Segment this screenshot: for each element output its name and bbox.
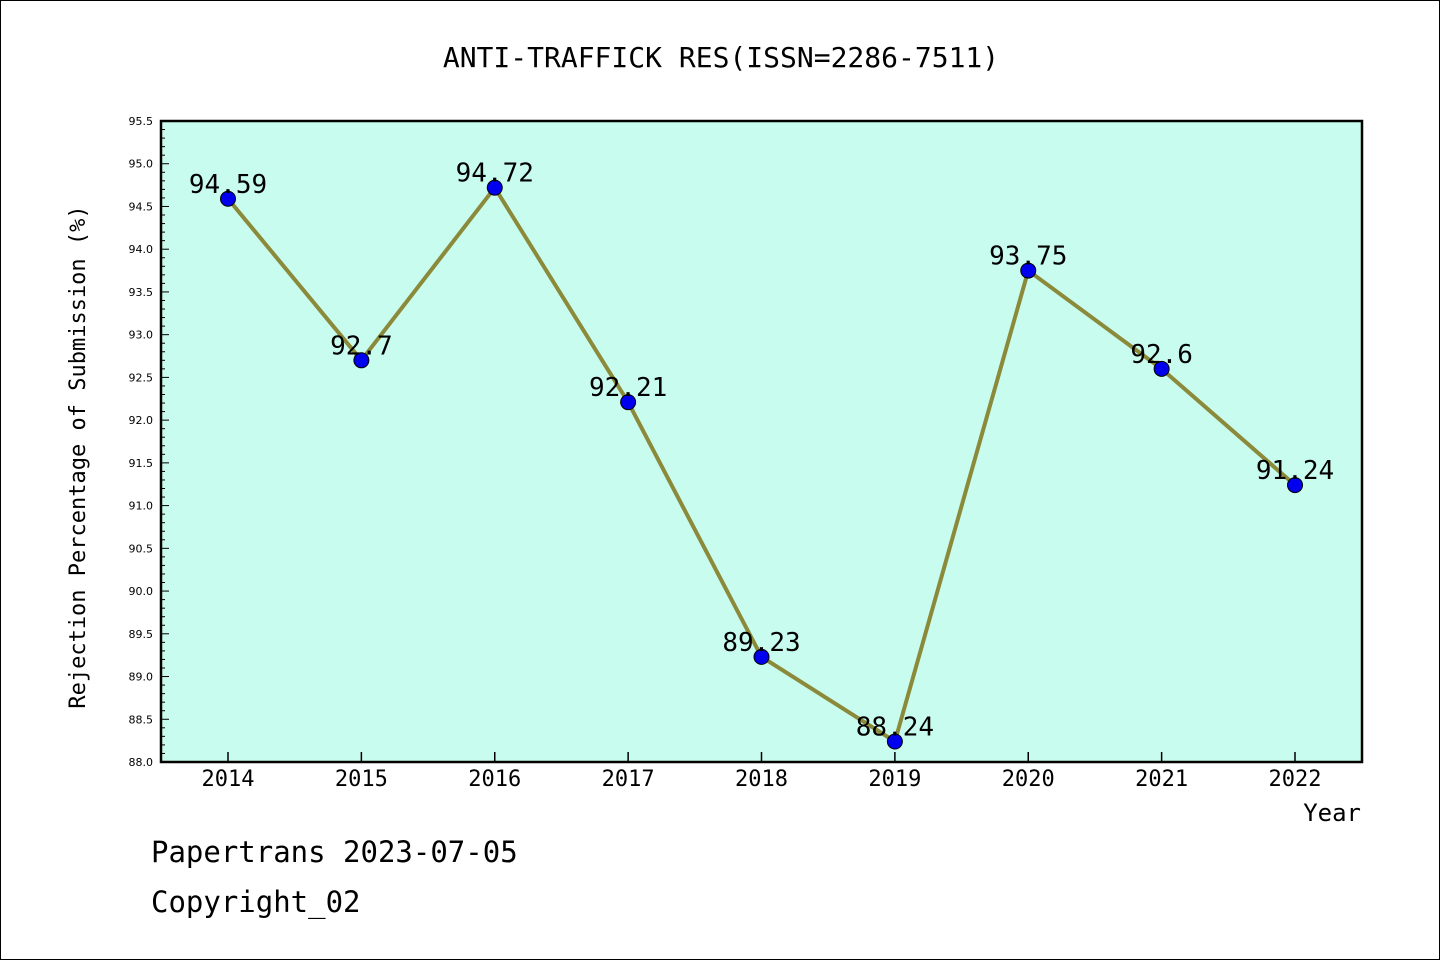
x-tick-label: 2015	[335, 767, 388, 792]
y-tick-label: 93.5	[129, 286, 154, 299]
x-axis-label: Year	[1303, 799, 1361, 827]
data-label: 93.75	[989, 242, 1067, 272]
x-tick-label: 2016	[468, 767, 521, 792]
x-tick-label: 2019	[868, 767, 921, 792]
x-tick-label: 2022	[1269, 767, 1322, 792]
data-point	[1020, 262, 1037, 279]
y-tick-label: 92.0	[129, 414, 154, 427]
data-point	[353, 352, 370, 369]
x-tick-label: 2020	[1002, 767, 1055, 792]
data-point	[753, 648, 770, 665]
data-label: 92.7	[330, 331, 393, 361]
data-point	[1153, 360, 1170, 377]
x-tick-label: 2014	[202, 767, 255, 792]
series-layer: 94.59 92.7 94.72 92.21 89.23 88.24 93.75 92.6 91…	[189, 159, 1334, 750]
data-label: 89.23	[722, 628, 800, 658]
source-note: Papertrans 2023-07-05	[151, 835, 518, 869]
data-point	[1287, 477, 1303, 494]
y-tick-label: 95.5	[129, 115, 154, 128]
data-point	[486, 179, 503, 196]
y-tick-label: 90.5	[129, 542, 154, 555]
y-tick-label: 89.5	[129, 628, 154, 641]
data-point	[886, 733, 903, 750]
x-axis: 2014 2015 2016 2017 2018 2019 2020 2021 2022	[202, 752, 1322, 792]
y-axis-label: Rejection Percentage of Submission (%)	[66, 205, 91, 708]
data-label: 94.59	[189, 170, 267, 200]
y-tick-label: 93.0	[129, 329, 154, 342]
y-axis: 88.0 88.5 89.0 89.5 90.0 90.5 91.0 91.5 92.0 92.5…	[129, 115, 169, 769]
data-label: 88.24	[856, 712, 934, 742]
y-tick-label: 92.5	[129, 371, 154, 384]
data-label: 92.6	[1130, 340, 1193, 370]
y-tick-label: 94.5	[129, 200, 154, 213]
data-label: 92.21	[589, 373, 667, 403]
y-tick-label: 91.0	[129, 500, 154, 513]
x-tick-label: 2021	[1135, 767, 1188, 792]
y-tick-label: 91.5	[129, 457, 154, 470]
plot-area	[159, 119, 1364, 764]
y-tick-label: 90.0	[129, 585, 154, 598]
y-tick-label: 89.0	[129, 671, 154, 684]
copyright-note: Copyright_02	[151, 885, 361, 919]
y-tick-label: 88.5	[129, 713, 154, 726]
data-label: 94.72	[456, 159, 534, 189]
data-label: 91.24	[1256, 456, 1334, 486]
data-point	[220, 190, 236, 207]
y-tick-label: 88.0	[129, 756, 154, 769]
x-tick-label: 2017	[602, 767, 655, 792]
x-tick-label: 2018	[735, 767, 788, 792]
chart-title: ANTI-TRAFFICK RES(ISSN=2286-7511)	[443, 41, 999, 74]
y-tick-label: 95.0	[129, 158, 154, 171]
y-tick-label: 94.0	[129, 243, 154, 256]
data-point	[620, 394, 637, 411]
